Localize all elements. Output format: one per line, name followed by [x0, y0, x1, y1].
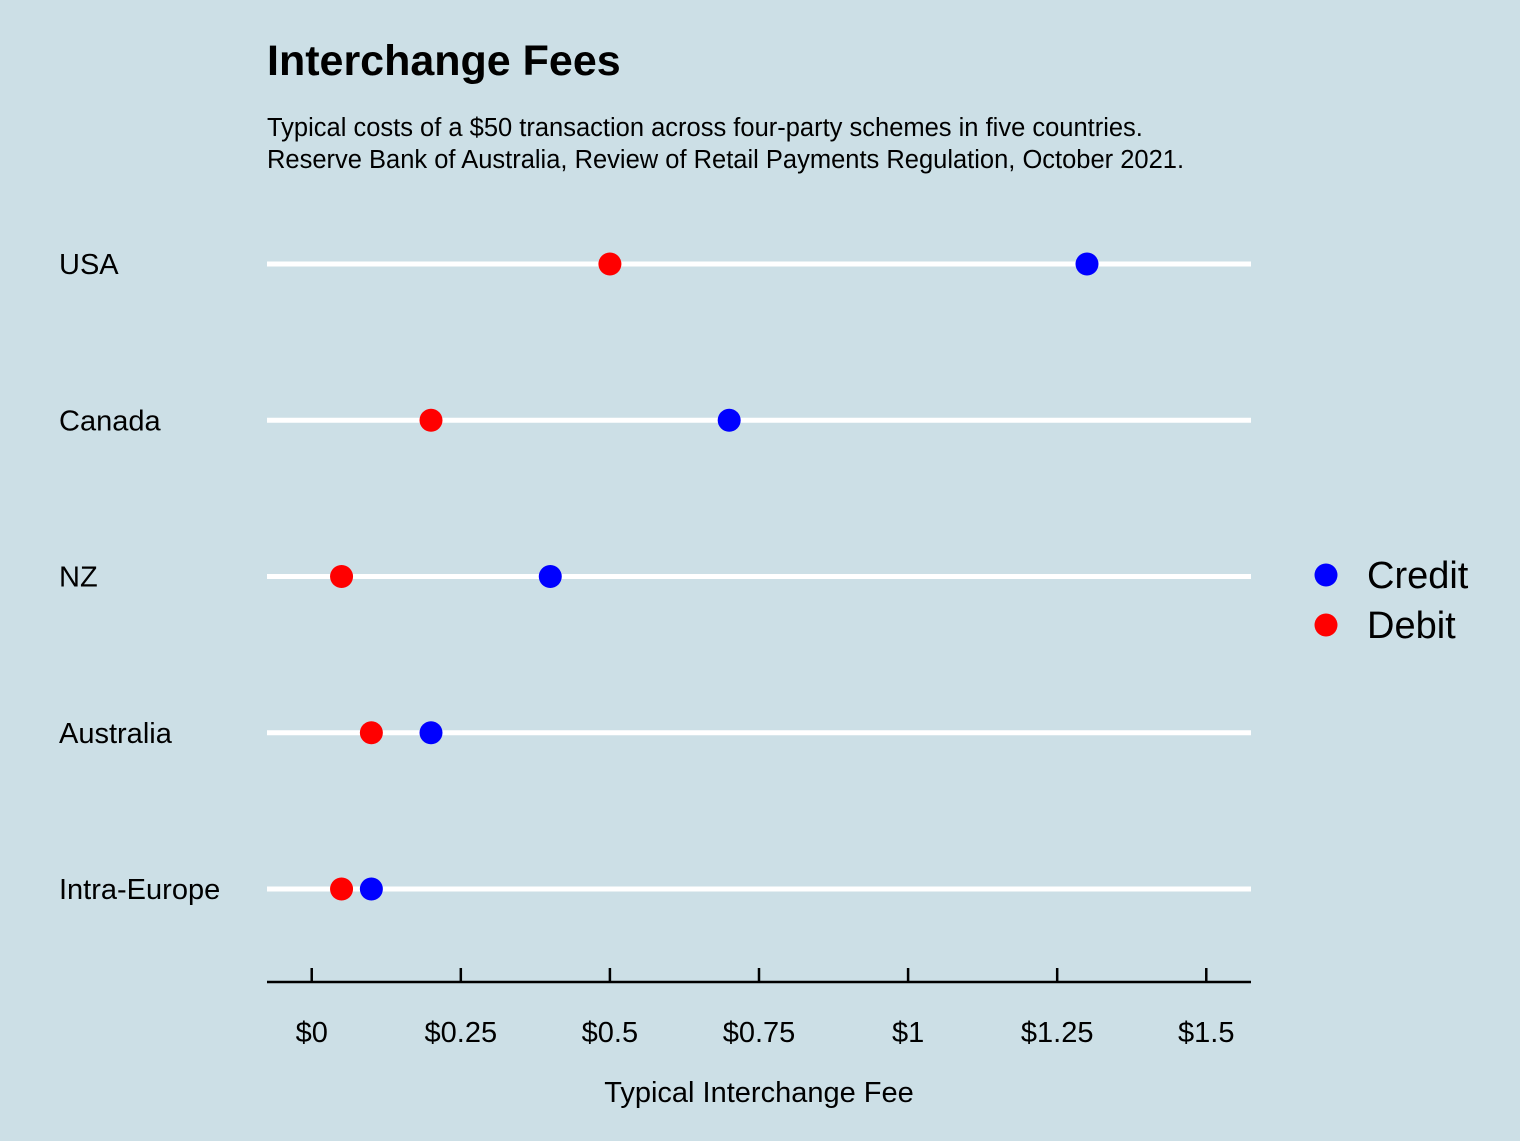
- chart-subtitle-line-2: Reserve Bank of Australia, Review of Ret…: [267, 146, 1184, 174]
- category-label: USA: [59, 249, 119, 281]
- x-axis: $0 $0.25 $0.5 $0.75 $1 $1.25 $1.5: [267, 968, 1251, 1049]
- chart-subtitle-line-1: Typical costs of a $50 transaction acros…: [267, 114, 1143, 142]
- data-point-credit-usa: [1075, 252, 1099, 276]
- chart-title: Interchange Fees: [267, 37, 621, 85]
- chart-legend: Credit Debit: [1314, 555, 1469, 647]
- data-point-credit-canada: [717, 408, 741, 432]
- data-point-debit-usa: [598, 252, 622, 276]
- x-axis-title: Typical Interchange Fee: [604, 1077, 914, 1109]
- category-label: Intra-Europe: [59, 874, 220, 906]
- legend-swatch-credit: [1314, 563, 1338, 587]
- x-tick-label: $0: [296, 1017, 328, 1049]
- data-point-debit-australia: [359, 721, 383, 745]
- data-point-credit-intra-europe: [359, 877, 383, 901]
- data-point-credit-australia: [419, 721, 443, 745]
- category-label: Canada: [59, 405, 161, 437]
- data-point-credit-nz: [538, 565, 562, 588]
- x-tick-label: $1.5: [1178, 1017, 1234, 1049]
- legend-label-debit: Debit: [1367, 605, 1456, 647]
- chart-header: Interchange Fees Typical costs of a $50 …: [267, 37, 1184, 174]
- data-point-debit-intra-europe: [330, 877, 354, 901]
- category-gridlines: [267, 261, 1251, 892]
- category-labels: USA Canada NZ Australia Intra-Europe: [59, 249, 220, 906]
- x-tick-label: $0.75: [723, 1017, 796, 1049]
- data-points: [330, 252, 1099, 901]
- x-tick-label: $0.5: [582, 1017, 638, 1049]
- category-label: Australia: [59, 718, 173, 750]
- data-point-debit-nz: [330, 565, 354, 588]
- x-tick-label: $0.25: [425, 1017, 498, 1049]
- data-point-debit-canada: [419, 408, 443, 432]
- legend-label-credit: Credit: [1367, 555, 1469, 597]
- x-tick-label: $1: [892, 1017, 924, 1049]
- x-tick-label: $1.25: [1021, 1017, 1094, 1049]
- legend-swatch-debit: [1314, 613, 1338, 637]
- category-label: NZ: [59, 562, 98, 594]
